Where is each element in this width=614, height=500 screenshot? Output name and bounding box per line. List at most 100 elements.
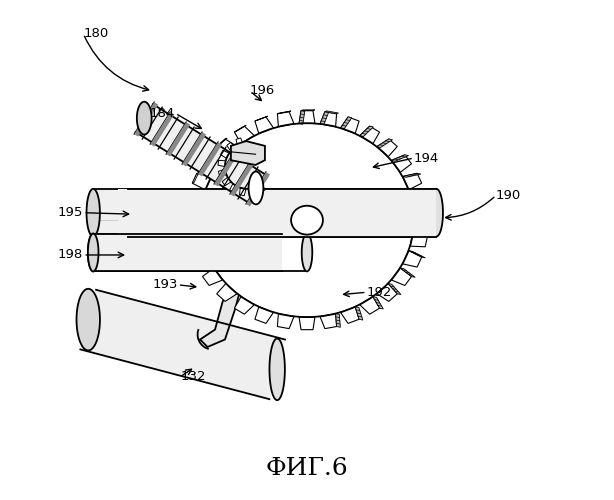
Polygon shape: [230, 184, 238, 192]
Polygon shape: [413, 232, 431, 237]
Polygon shape: [192, 250, 212, 267]
Polygon shape: [219, 169, 227, 176]
Text: 180: 180: [84, 27, 109, 40]
Polygon shape: [430, 189, 443, 236]
Polygon shape: [203, 268, 223, 285]
Polygon shape: [134, 102, 158, 136]
Polygon shape: [278, 112, 294, 126]
Polygon shape: [320, 112, 328, 124]
Polygon shape: [299, 110, 315, 124]
Text: 132: 132: [180, 370, 206, 384]
Text: 196: 196: [250, 84, 275, 98]
Polygon shape: [278, 111, 291, 114]
Polygon shape: [187, 194, 204, 208]
Polygon shape: [299, 110, 305, 124]
Polygon shape: [77, 289, 100, 350]
Polygon shape: [227, 142, 235, 152]
Polygon shape: [299, 317, 315, 330]
Polygon shape: [410, 194, 429, 195]
Polygon shape: [182, 132, 206, 166]
Polygon shape: [192, 172, 199, 183]
Polygon shape: [410, 232, 427, 247]
Polygon shape: [198, 142, 222, 176]
Polygon shape: [255, 116, 268, 121]
Polygon shape: [255, 117, 274, 134]
Polygon shape: [203, 154, 211, 164]
Polygon shape: [136, 104, 265, 202]
Polygon shape: [236, 138, 243, 146]
Polygon shape: [336, 314, 340, 328]
Polygon shape: [402, 250, 422, 267]
Polygon shape: [185, 213, 200, 228]
Polygon shape: [203, 155, 223, 172]
Text: 192: 192: [367, 286, 392, 299]
Polygon shape: [246, 172, 270, 206]
Polygon shape: [235, 126, 254, 144]
Polygon shape: [187, 232, 204, 247]
Polygon shape: [217, 284, 237, 302]
Polygon shape: [257, 184, 265, 192]
Polygon shape: [400, 268, 415, 278]
Polygon shape: [255, 306, 274, 324]
Text: 184: 184: [150, 107, 175, 120]
Text: 190: 190: [496, 189, 521, 202]
Polygon shape: [360, 126, 373, 136]
Text: ФИГ.6: ФИГ.6: [266, 458, 348, 480]
Polygon shape: [355, 306, 363, 320]
Polygon shape: [391, 155, 408, 162]
Polygon shape: [408, 250, 426, 258]
Polygon shape: [340, 117, 352, 129]
Polygon shape: [320, 314, 336, 328]
Polygon shape: [270, 338, 285, 400]
Polygon shape: [239, 188, 246, 196]
Polygon shape: [360, 296, 379, 314]
Polygon shape: [410, 194, 427, 208]
Polygon shape: [220, 150, 229, 158]
Polygon shape: [217, 138, 227, 146]
Ellipse shape: [291, 206, 323, 234]
Polygon shape: [93, 234, 282, 272]
Polygon shape: [231, 141, 265, 165]
Polygon shape: [80, 290, 285, 399]
Polygon shape: [373, 296, 383, 309]
Polygon shape: [325, 111, 338, 114]
Polygon shape: [137, 102, 152, 134]
Polygon shape: [249, 188, 255, 196]
Polygon shape: [377, 139, 397, 157]
Polygon shape: [235, 126, 246, 132]
Polygon shape: [200, 276, 243, 347]
Polygon shape: [93, 234, 307, 272]
Text: 194: 194: [414, 152, 439, 164]
Polygon shape: [402, 174, 422, 190]
Polygon shape: [214, 152, 238, 186]
Polygon shape: [301, 234, 313, 272]
Polygon shape: [402, 174, 421, 178]
Polygon shape: [340, 306, 359, 324]
Polygon shape: [360, 126, 379, 144]
Text: 193: 193: [152, 278, 177, 291]
Polygon shape: [414, 213, 429, 228]
Polygon shape: [200, 123, 414, 317]
Text: 198: 198: [58, 248, 84, 262]
Polygon shape: [391, 268, 411, 285]
Polygon shape: [87, 189, 100, 236]
Polygon shape: [388, 284, 401, 294]
Polygon shape: [235, 296, 254, 314]
Polygon shape: [93, 189, 437, 236]
Polygon shape: [391, 155, 411, 172]
Polygon shape: [192, 174, 212, 190]
Polygon shape: [217, 139, 237, 157]
Polygon shape: [218, 160, 226, 166]
Polygon shape: [230, 162, 254, 196]
Text: 195: 195: [58, 206, 84, 219]
Polygon shape: [222, 177, 231, 186]
Polygon shape: [150, 112, 174, 146]
Polygon shape: [414, 213, 432, 216]
Polygon shape: [249, 172, 263, 204]
Polygon shape: [278, 314, 294, 328]
Polygon shape: [320, 112, 336, 126]
Polygon shape: [377, 284, 397, 302]
Polygon shape: [377, 139, 392, 147]
Polygon shape: [340, 117, 359, 134]
Polygon shape: [166, 122, 190, 156]
